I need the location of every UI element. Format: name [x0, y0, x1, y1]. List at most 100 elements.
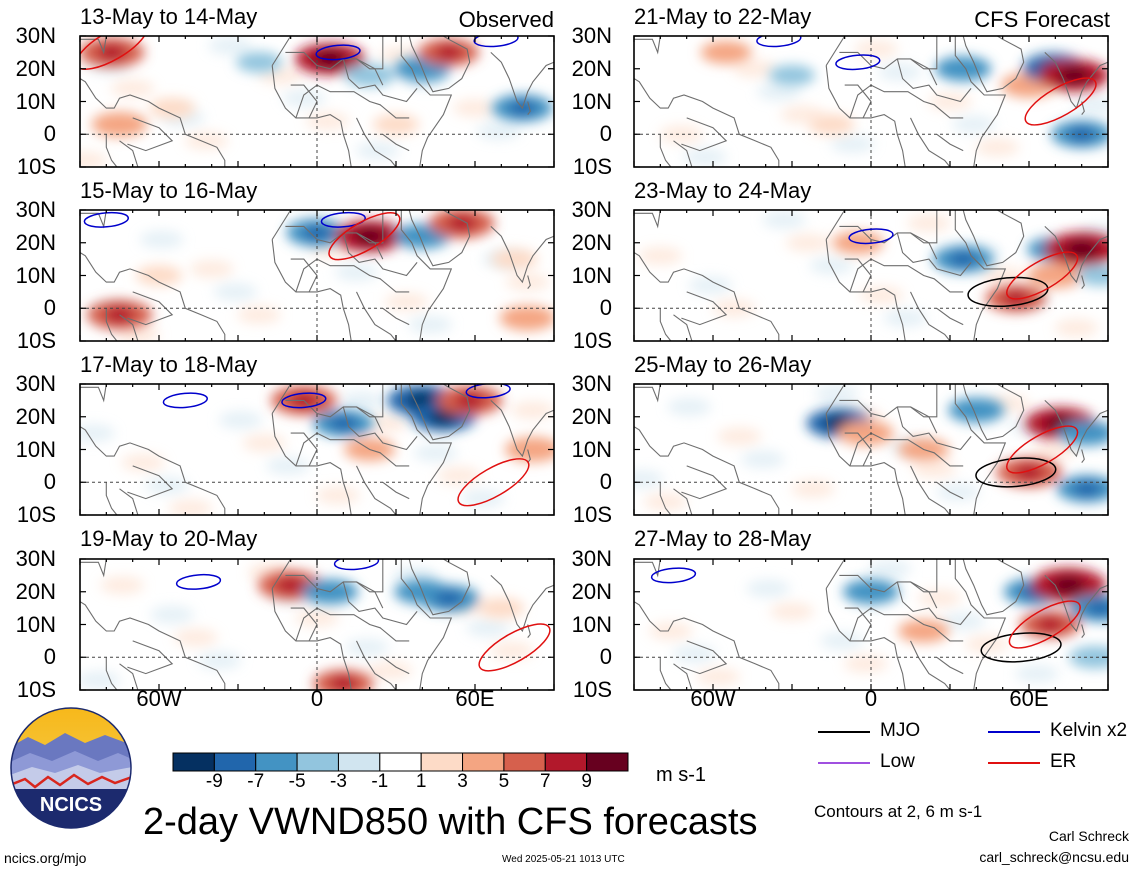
- lat-tick-label: 10S: [16, 154, 56, 179]
- colorbar-swatch: [337, 752, 381, 772]
- contour-kelvin-x2: [162, 392, 209, 409]
- lat-tick-label: 0: [599, 295, 612, 321]
- panel-title: 15-May to 16-May: [80, 178, 258, 203]
- lat-tick-label: 10N: [15, 611, 56, 637]
- lat-tick-label: 0: [43, 644, 56, 670]
- anomaly-point: [837, 420, 894, 446]
- colorbar-swatch: [586, 752, 629, 772]
- legend-label: ER: [1050, 751, 1077, 772]
- contour-kelvin-x2: [835, 54, 881, 71]
- anomaly-point: [148, 97, 196, 119]
- lat-tick-label: 30N: [571, 546, 612, 571]
- panel-title: 25-May to 26-May: [634, 352, 812, 377]
- contour-kelvin-x2: [650, 567, 697, 584]
- contour-er: [457, 458, 530, 507]
- panel-title: 19-May to 20-May: [80, 526, 258, 551]
- colorbar-label: 3: [457, 771, 468, 792]
- colorbar: [172, 752, 629, 772]
- contour-kelvin-x2: [465, 384, 511, 399]
- contour-er: [1006, 425, 1079, 474]
- lat-tick-label: 10N: [15, 88, 56, 114]
- lat-tick-label: 20N: [571, 578, 612, 604]
- anomaly-point: [1058, 420, 1108, 446]
- lat-tick-label: 0: [43, 295, 56, 321]
- colorbar-label: -3: [330, 771, 347, 792]
- colorbar-label: 1: [415, 771, 427, 792]
- map-panel-7: [633, 383, 1109, 516]
- legend-swatch: [818, 731, 870, 733]
- lon-tick-label: 0: [310, 686, 324, 711]
- anomaly-point: [135, 265, 183, 286]
- colorbar-swatch: [213, 752, 257, 772]
- lat-tick-label: 10N: [15, 262, 56, 288]
- colorbar-label: 5: [498, 771, 510, 792]
- contour-mjo: [975, 457, 1057, 488]
- lat-tick-label: 10S: [572, 677, 612, 702]
- lat-tick-label: 10S: [572, 502, 612, 527]
- lon-tick-label: 60W: [690, 686, 736, 711]
- contour-kelvin-x2: [848, 228, 894, 245]
- lat-tick-label: 10S: [16, 677, 56, 702]
- panel-title: 17-May to 18-May: [80, 352, 258, 377]
- colorbar-swatch: [503, 752, 546, 772]
- lat-tick-label: 0: [599, 469, 612, 495]
- anomaly-point: [344, 63, 396, 87]
- lat-tick-label: 30N: [15, 546, 56, 571]
- lat-tick-label: 0: [43, 121, 56, 147]
- map-panel-1: [79, 35, 555, 168]
- colorbar-units: m s-1: [656, 764, 706, 786]
- anomaly-point: [1069, 645, 1108, 669]
- anomaly-point: [91, 111, 148, 137]
- panel-title: 13-May to 14-May: [80, 4, 258, 29]
- legend-swatch: [988, 762, 1040, 764]
- colorbar-swatch: [255, 752, 298, 772]
- anomaly-point: [948, 397, 1005, 423]
- lat-tick-label: 10N: [571, 436, 612, 462]
- anomaly-point: [898, 619, 950, 643]
- lon-tick-label: 0: [864, 686, 878, 711]
- anomaly-point: [768, 65, 816, 86]
- colorbar-label: -1: [371, 771, 389, 792]
- colorbar-swatch: [544, 752, 588, 772]
- lat-tick-label: 30N: [15, 371, 56, 396]
- lat-tick-label: 20N: [15, 55, 56, 81]
- contour-kelvin-x2: [333, 559, 380, 571]
- legend-label: Low: [880, 751, 915, 772]
- lat-tick-label: 20N: [15, 578, 56, 604]
- contours-note: Contours at 2, 6 m s-1: [814, 802, 983, 821]
- colorbar-label: 9: [581, 771, 592, 792]
- colorbar-label: -5: [288, 771, 306, 792]
- anomaly-point: [504, 437, 554, 462]
- contour-kelvin-x2: [281, 392, 327, 409]
- anomaly-point: [478, 597, 525, 619]
- contour-kelvin-x2: [83, 211, 130, 228]
- lat-tick-label: 20N: [571, 229, 612, 255]
- anomaly-point: [235, 51, 283, 73]
- map-panel-8: [633, 558, 1109, 691]
- lat-tick-label: 30N: [571, 23, 612, 48]
- cfs-forecast-tag: CFS Forecast: [974, 7, 1110, 32]
- lat-tick-label: 0: [599, 121, 612, 147]
- ncics-logo: NCICS: [10, 707, 132, 829]
- contour-er: [1008, 600, 1081, 649]
- colorbar-label: -7: [247, 771, 265, 792]
- contour-kelvin-x2: [473, 36, 519, 48]
- colorbar-swatch: [462, 752, 505, 772]
- lat-tick-label: 10S: [16, 328, 56, 353]
- panel-title: 27-May to 28-May: [634, 526, 812, 551]
- panel-title: 21-May to 22-May: [634, 4, 812, 29]
- lon-tick-label: 60E: [455, 686, 495, 711]
- anomaly-point: [491, 248, 538, 270]
- lat-tick-label: 10N: [571, 88, 612, 114]
- contour-kelvin-x2: [175, 573, 222, 590]
- contour-kelvin-x2: [320, 211, 367, 228]
- lat-tick-label: 10S: [572, 328, 612, 353]
- anomaly-point: [1076, 265, 1108, 286]
- colorbar-label: 7: [539, 771, 551, 792]
- colorbar-swatch: [296, 752, 339, 772]
- contour-er: [80, 36, 148, 70]
- contour-er: [478, 623, 551, 672]
- anomaly-point: [808, 114, 855, 135]
- anomaly-point: [499, 305, 554, 331]
